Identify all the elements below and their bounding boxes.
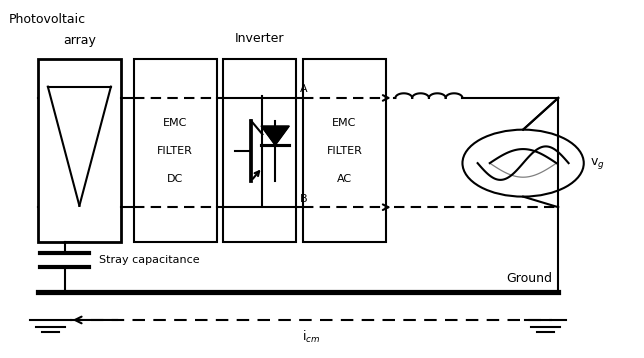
Text: EMC: EMC xyxy=(163,118,187,127)
Text: array: array xyxy=(63,34,96,47)
Text: FILTER: FILTER xyxy=(157,146,193,156)
Polygon shape xyxy=(261,126,289,145)
Text: Inverter: Inverter xyxy=(235,32,285,45)
Bar xyxy=(303,59,386,242)
Text: DC: DC xyxy=(167,174,184,184)
Text: AC: AC xyxy=(337,174,352,184)
Text: FILTER: FILTER xyxy=(327,146,363,156)
Text: B: B xyxy=(299,194,307,204)
Text: Ground: Ground xyxy=(506,272,552,285)
Bar xyxy=(134,59,216,242)
Text: EMC: EMC xyxy=(332,118,357,127)
Text: Photovoltaic: Photovoltaic xyxy=(9,13,86,26)
Text: v$_g$: v$_g$ xyxy=(590,156,605,171)
Bar xyxy=(223,59,296,242)
Bar xyxy=(38,59,121,242)
Text: Stray capacitance: Stray capacitance xyxy=(99,255,199,265)
Text: A: A xyxy=(299,84,307,95)
Text: i$_{cm}$: i$_{cm}$ xyxy=(301,329,320,345)
